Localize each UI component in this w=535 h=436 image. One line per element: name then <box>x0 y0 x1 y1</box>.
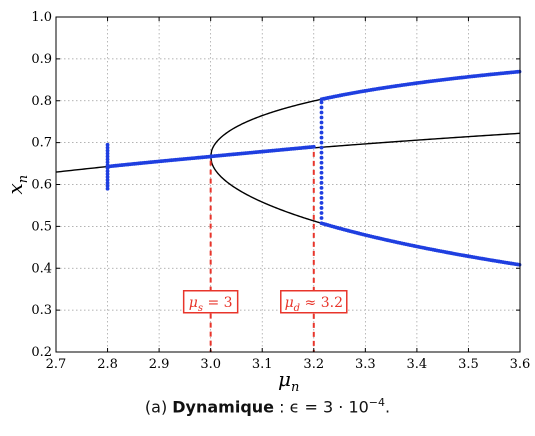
jump-point <box>319 125 324 130</box>
jump-point <box>319 160 324 165</box>
mu-s-box <box>182 290 239 314</box>
y-tick-label: 1.0 <box>31 10 52 25</box>
start-spread-point <box>105 148 110 153</box>
caption-exponent: −4 <box>368 396 386 409</box>
annotations: μs = 3 μd ≈ 3.2 <box>182 151 348 352</box>
jump-point <box>319 206 324 210</box>
x-tick-label: 3.5 <box>458 357 479 372</box>
start-spread-point <box>105 186 110 191</box>
y-tick-label: 0.7 <box>31 136 52 151</box>
jump-point <box>319 150 324 155</box>
upper-branch-point <box>517 69 522 74</box>
start-spread-point <box>105 169 110 174</box>
y-tick-label: 0.2 <box>31 345 52 360</box>
x-tick-label: 2.8 <box>97 357 118 372</box>
start-spread-point <box>105 160 110 165</box>
caption-bold: Dynamique <box>172 397 275 417</box>
y-tick-label: 0.8 <box>31 94 52 109</box>
start-spread-point <box>105 172 110 176</box>
x-tick-label: 3.6 <box>510 357 531 372</box>
start-spread-point <box>105 177 110 182</box>
jump-point <box>319 175 324 180</box>
jump-point <box>319 110 324 115</box>
jump-point <box>319 211 324 215</box>
jump-point <box>319 100 324 105</box>
x-tick-label: 3.0 <box>200 357 221 372</box>
start-spread-point <box>105 175 110 179</box>
start-spread-point <box>105 183 110 188</box>
start-spread-point <box>105 154 110 159</box>
caption-prefix: (a) <box>144 397 173 417</box>
jump-point <box>319 135 324 140</box>
jump-point <box>319 140 324 145</box>
y-tick-label: 0.5 <box>31 219 52 234</box>
jump-point <box>319 145 324 150</box>
tick-labels: 2.7 2.8 2.9 3.0 3.1 3.2 3.3 3.4 3.5 3.6 0.2 0.3 0.4 0… <box>31 10 530 372</box>
delayed-point <box>311 144 316 149</box>
mu-s-label: μs = 3 <box>189 295 233 314</box>
caption-rest: : ϵ = 3 · 10 <box>274 397 369 417</box>
y-tick-label: 0.9 <box>31 52 52 67</box>
x-tick-label: 3.3 <box>355 357 376 372</box>
start-spread-point <box>105 142 110 147</box>
jump-point <box>319 180 324 185</box>
lower-branch-point <box>517 262 522 267</box>
y-axis-label: xn <box>3 175 31 195</box>
jump-point <box>319 170 324 175</box>
figure-caption: (a) Dynamique : ϵ = 3 · 10−4. <box>0 396 535 416</box>
y-tick-label: 0.6 <box>31 178 52 193</box>
jump-point <box>319 165 324 170</box>
start-spread-point <box>105 157 110 162</box>
jump-point <box>319 115 324 120</box>
jump-point <box>319 105 324 110</box>
x-axis-label: μn <box>278 367 299 395</box>
x-tick-label: 3.4 <box>407 357 428 372</box>
y-tick-label: 0.3 <box>31 303 52 318</box>
jump-point <box>319 196 324 200</box>
jump-point <box>319 201 324 205</box>
x-tick-label: 3.2 <box>303 357 324 372</box>
bifurcation-chart: μs = 3 μd ≈ 3.2 2.7 2.8 2.9 3.0 3.1 3.2 3.3 3.4 3… <box>3 10 530 395</box>
start-spread-point <box>105 180 110 185</box>
jump-point <box>319 185 324 190</box>
mu-d-label: μd ≈ 3.2 <box>285 295 343 314</box>
caption-tail: . <box>385 397 391 417</box>
start-spread-point <box>105 151 110 156</box>
y-tick-label: 0.4 <box>31 261 52 276</box>
jump-point <box>319 120 324 125</box>
jump-point <box>319 130 324 135</box>
jump-point <box>319 190 324 195</box>
start-spread-point <box>105 145 110 150</box>
x-tick-label: 2.7 <box>46 357 67 372</box>
x-tick-label: 3.1 <box>252 357 273 372</box>
grid <box>56 17 520 352</box>
mu-d-box <box>280 290 348 314</box>
jump-point <box>319 155 324 160</box>
jump-point <box>319 216 324 220</box>
trajectory <box>105 69 522 267</box>
x-tick-label: 2.9 <box>149 357 170 372</box>
